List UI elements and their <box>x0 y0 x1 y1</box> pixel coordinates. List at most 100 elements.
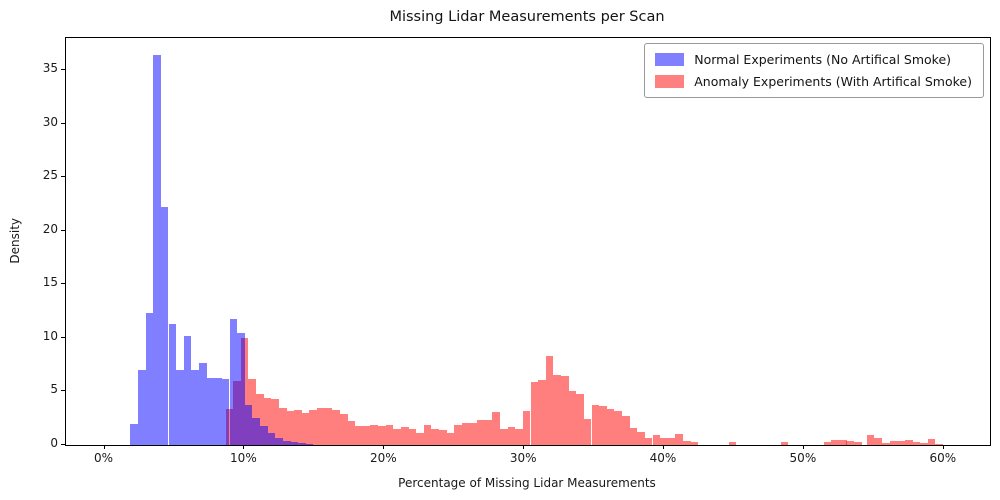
histogram-bar-anomaly <box>553 375 561 445</box>
histogram-bar-anomaly <box>278 407 287 445</box>
histogram-bar-anomaly <box>309 409 318 445</box>
legend-item-normal: Normal Experiments (No Artifical Smoke) <box>655 52 972 67</box>
histogram-bar-anomaly <box>675 434 683 445</box>
x-tick-label: 20% <box>369 451 397 465</box>
histogram-bar-normal <box>305 443 314 445</box>
legend-item-anomaly: Anomaly Experiments (With Artifical Smok… <box>655 74 972 89</box>
histogram-bar-anomaly <box>920 443 928 445</box>
histogram-bar-anomaly <box>408 428 417 445</box>
histogram-bar-normal <box>176 370 184 445</box>
histogram-bar-anomaly <box>652 435 661 445</box>
y-tick-mark <box>61 176 65 178</box>
histogram-bar-normal <box>130 423 138 445</box>
histogram-bar-anomaly <box>484 420 493 445</box>
histogram-bar-anomaly <box>866 435 875 445</box>
histogram-bar-anomaly <box>439 430 447 445</box>
histogram-bar-anomaly <box>667 437 676 445</box>
histogram-bar-anomaly <box>332 409 340 445</box>
histogram-bar-normal <box>191 370 199 445</box>
histogram-bar-anomaly <box>378 425 386 445</box>
x-tick-label: 40% <box>649 451 677 465</box>
histogram-bar-anomaly <box>355 425 363 445</box>
legend-swatch-anomaly <box>655 75 685 88</box>
histogram-bar-anomaly <box>629 427 638 445</box>
histogram-bar-normal <box>260 425 268 445</box>
histogram-bar-normal <box>244 405 253 445</box>
histogram-bar-anomaly <box>339 413 348 445</box>
histogram-bar-anomaly <box>515 428 523 445</box>
histogram-bar-anomaly <box>317 407 325 445</box>
histogram-bar-anomaly <box>362 425 371 445</box>
y-axis-label-wrap: Density <box>8 37 22 444</box>
histogram-bar-anomaly <box>912 442 921 445</box>
y-tick-mark <box>61 444 65 445</box>
histogram-bar-anomaly <box>469 422 478 445</box>
histogram-bar-anomaly <box>660 438 668 445</box>
y-tick-label: 5 <box>50 382 58 397</box>
histogram-bar-anomaly <box>271 398 279 445</box>
x-tick-mark <box>802 445 804 449</box>
y-tick-label: 25 <box>42 168 58 183</box>
histogram-bar-normal <box>183 335 192 445</box>
histogram-bar-anomaly <box>324 407 333 445</box>
histogram-bar-anomaly <box>446 433 455 445</box>
histogram-bar-anomaly <box>889 440 898 445</box>
x-tick-label: 50% <box>789 451 817 465</box>
histogram-bar-anomaly <box>286 410 295 445</box>
histogram-bar-anomaly <box>904 440 913 445</box>
legend-swatch-normal <box>655 53 685 66</box>
histogram-bar-anomaly <box>882 443 890 445</box>
histogram-bar-normal <box>275 437 283 445</box>
y-tick-mark <box>61 69 65 71</box>
histogram-bar-anomaly <box>263 397 272 445</box>
plot-area: Normal Experiments (No Artifical Smoke) … <box>65 37 991 446</box>
histogram-bar-normal <box>290 442 299 445</box>
x-tick-label: 60% <box>929 451 957 465</box>
histogram-bar-anomaly <box>400 426 409 445</box>
histogram-bar-normal <box>237 332 245 445</box>
histogram-bar-anomaly <box>301 412 310 445</box>
histogram-bar-anomaly <box>347 421 356 445</box>
histogram-bar-anomaly <box>591 405 600 445</box>
y-tick-label: 20 <box>42 221 58 236</box>
y-tick-label: 0 <box>50 436 58 450</box>
x-tick-label: 0% <box>93 451 114 465</box>
histogram-bar-anomaly <box>393 428 401 445</box>
histogram-bar-anomaly <box>561 376 569 445</box>
histogram-bar-anomaly <box>461 422 470 445</box>
y-axis-label: Density <box>8 217 22 264</box>
histogram-bar-anomaly <box>606 408 615 445</box>
y-tick-label: 15 <box>42 275 58 290</box>
y-tick-label: 35 <box>42 61 58 76</box>
histogram-bar-normal <box>137 370 146 445</box>
histogram-bar-anomaly <box>522 410 531 445</box>
histogram-bar-anomaly <box>622 416 630 445</box>
histogram-bar-anomaly <box>530 381 539 445</box>
x-tick-mark <box>663 445 664 449</box>
histogram-bar-anomaly <box>545 356 554 445</box>
histogram-bar-anomaly <box>614 410 622 445</box>
histogram-bar-normal <box>168 323 177 445</box>
histogram-bar-anomaly <box>583 419 592 445</box>
x-tick-label: 10% <box>230 451 257 465</box>
legend-label-anomaly: Anomaly Experiments (With Artifical Smok… <box>694 74 972 89</box>
y-tick-mark <box>61 229 65 231</box>
histogram-bar-normal <box>199 362 207 445</box>
x-tick-mark <box>243 445 245 449</box>
histogram-bar-anomaly <box>500 428 508 445</box>
histogram-bar-anomaly <box>599 406 607 445</box>
histogram-bar-anomaly <box>637 432 645 445</box>
histogram-bar-normal <box>298 443 306 445</box>
histogram-bar-anomaly <box>477 420 485 445</box>
histogram-bar-anomaly <box>935 443 944 445</box>
histogram-bar-anomaly <box>294 409 302 445</box>
x-tick-mark <box>523 445 525 449</box>
histogram-bar-anomaly <box>874 438 883 445</box>
legend: Normal Experiments (No Artifical Smoke) … <box>644 43 984 98</box>
histogram-bar-normal <box>267 433 276 445</box>
histogram-bar-anomaly <box>897 440 905 445</box>
legend-label-normal: Normal Experiments (No Artifical Smoke) <box>694 52 952 67</box>
histogram-bar-anomaly <box>507 426 516 445</box>
histogram-bar-anomaly <box>831 440 839 445</box>
